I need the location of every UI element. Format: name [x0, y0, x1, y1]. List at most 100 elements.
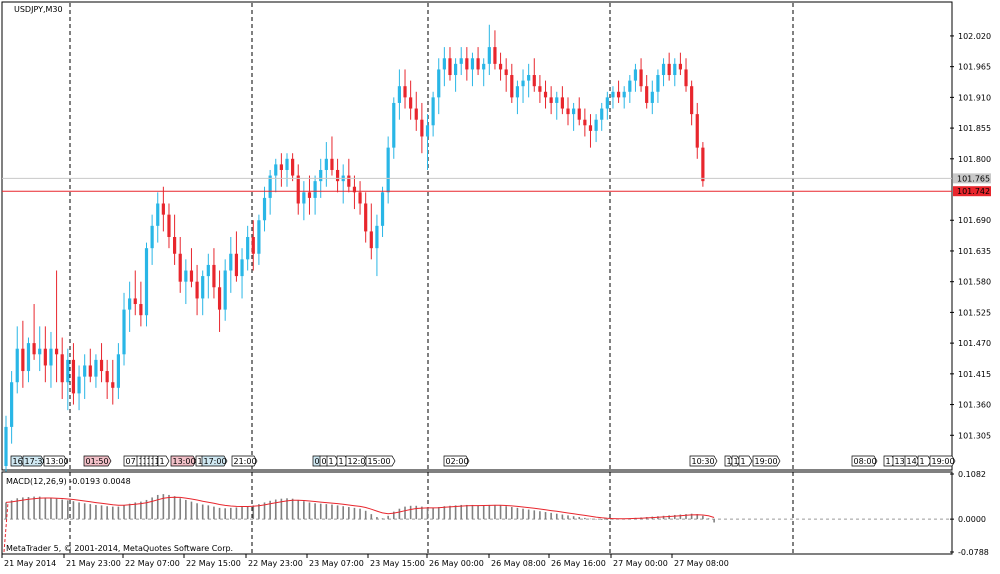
candle-body: [493, 47, 497, 64]
candle: [223, 259, 227, 321]
event-marker-flag: [724, 455, 734, 467]
macd-histogram: 0.1082 0.0000 -0.0788: [3, 470, 989, 557]
candle-body: [386, 147, 390, 193]
candle: [161, 186, 165, 232]
candle-body: [656, 75, 660, 92]
time-axis: 21 May 2014 21 May 23:00 22 May 07:00 22 Ma…: [1, 554, 729, 568]
event-markers[interactable]: 1617:3013:0001:500711111113:00117:0021:0…: [10, 455, 956, 467]
candle: [173, 214, 177, 265]
event-marker-flag: [43, 455, 68, 467]
candle: [650, 80, 654, 115]
candle-body: [543, 91, 548, 98]
candle: [128, 281, 132, 332]
candle-body: [302, 192, 306, 204]
candle-body: [532, 75, 536, 87]
candle: [414, 91, 418, 131]
candle: [122, 292, 126, 366]
candle: [622, 86, 626, 109]
candle-body: [212, 264, 216, 288]
candle: [465, 47, 469, 81]
candle: [257, 214, 261, 265]
candle: [229, 237, 233, 293]
time-label: 22 May 23:00: [248, 559, 303, 568]
candle: [139, 281, 143, 327]
candle: [99, 343, 104, 383]
candle-body: [639, 69, 643, 87]
time-label: 23 May 07:00: [309, 559, 364, 568]
event-marker-flag: [345, 455, 368, 467]
candle-body: [510, 75, 514, 98]
candle-body: [482, 63, 486, 70]
macd-panel-frame: [1, 471, 953, 555]
time-label: 27 May 08:00: [674, 559, 729, 568]
price-label: 102.020: [958, 32, 991, 41]
event-marker: 10:30: [689, 455, 718, 467]
candle: [431, 91, 435, 137]
candle: [420, 102, 424, 154]
candle-body: [94, 359, 98, 377]
event-marker-flag: [83, 455, 112, 467]
event-marker-label: 1: [734, 457, 739, 466]
candle: [364, 192, 368, 243]
candle-body: [347, 175, 351, 187]
time-label: 21 May 23:00: [66, 559, 121, 568]
candle-body: [611, 91, 615, 98]
candle: [313, 175, 317, 215]
event-marker: 17:00: [201, 455, 228, 467]
candle: [302, 181, 306, 221]
candle: [66, 348, 70, 411]
time-label: 26 May 00:00: [429, 559, 484, 568]
candle-body: [622, 91, 626, 98]
price-label: 101.855: [958, 124, 991, 133]
candle-body: [274, 164, 278, 176]
candle-body: [83, 365, 87, 377]
candle-body: [701, 147, 705, 182]
candle: [330, 136, 334, 176]
event-marker-flag: [731, 455, 741, 467]
candle-body: [223, 270, 227, 310]
candle: [251, 220, 255, 271]
candle-body: [673, 63, 677, 76]
candle: [144, 242, 149, 327]
candle: [616, 80, 621, 103]
candle: [454, 58, 458, 92]
macd-title: MACD(12,26,9) -0.0193 0.0048: [6, 477, 131, 486]
event-marker-label: 13:00: [46, 457, 69, 466]
candle-body: [476, 58, 480, 70]
candle-body: [88, 365, 92, 377]
candle: [335, 158, 340, 193]
price-label: 101.470: [958, 339, 991, 348]
candle: [588, 114, 593, 148]
candle: [482, 58, 486, 87]
candle-body: [206, 264, 210, 277]
event-marker-flag: [917, 455, 932, 467]
candles[interactable]: [4, 24, 705, 472]
candle: [341, 164, 345, 204]
candle: [77, 365, 81, 411]
candle-body: [515, 86, 520, 98]
macd-signal-lead: [3, 502, 9, 553]
candle: [217, 270, 222, 332]
event-marker: 1: [731, 455, 741, 467]
candle-body: [262, 197, 267, 221]
candle: [549, 86, 553, 115]
event-marker-label: 16: [13, 457, 23, 466]
candle-body: [527, 75, 531, 81]
event-marker: 13:00: [43, 455, 69, 467]
candle: [291, 153, 295, 182]
event-marker-flag: [752, 455, 781, 467]
bid-label: 101.765: [957, 174, 990, 183]
candle-body: [566, 108, 570, 115]
candle: [425, 114, 430, 170]
candle: [212, 248, 216, 299]
event-marker-label: 02:00: [446, 457, 469, 466]
price-label: 101.910: [958, 93, 991, 102]
candle: [60, 337, 64, 399]
candle-body: [133, 298, 137, 305]
candle-body: [139, 304, 143, 316]
candle: [10, 371, 14, 444]
event-marker: 01:50: [83, 455, 112, 467]
event-marker-flag: [170, 455, 197, 467]
price-label: 101.580: [958, 278, 991, 287]
